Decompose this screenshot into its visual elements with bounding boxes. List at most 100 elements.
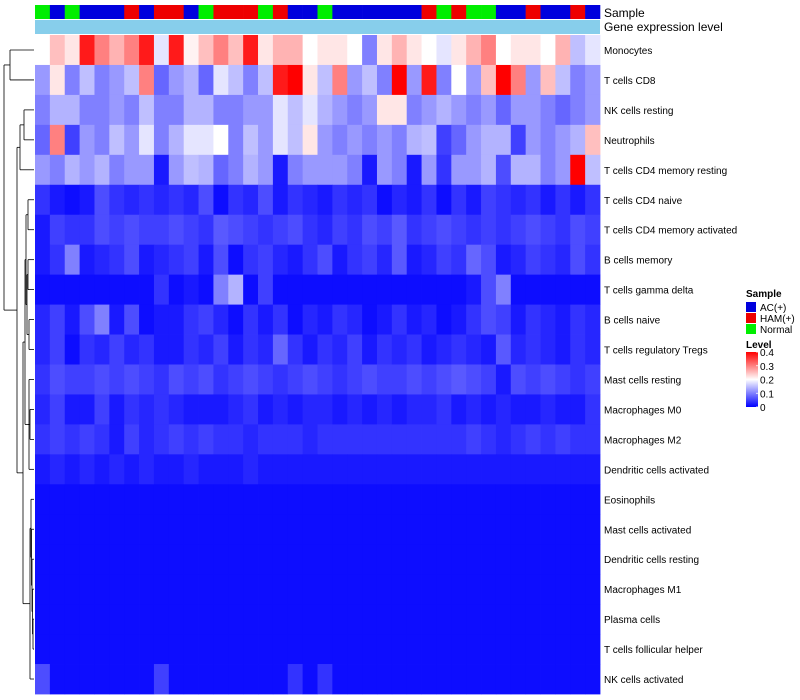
heatmap-cell [124,574,140,605]
heatmap-cell [510,274,527,305]
heatmap-cell [510,364,527,395]
heatmap-cell [139,664,155,695]
heatmap-cell [362,94,378,126]
sample-cell [35,5,51,19]
heatmap-cell [124,484,140,515]
heatmap-cell [35,634,51,665]
heatmap-cell [317,274,333,305]
heatmap-cell [168,244,185,276]
heatmap-cell [272,484,289,515]
heatmap-cell [228,454,244,485]
heatmap-cell [228,394,244,425]
heatmap-cell [332,214,348,246]
heatmap-cell [466,634,482,665]
heatmap-cell [451,424,467,455]
heatmap-cell [481,274,497,305]
heatmap-cell [406,244,422,276]
heatmap-cell [436,334,452,365]
heatmap-cell [153,394,170,425]
heatmap-cell [421,514,437,545]
heatmap-cell [183,634,199,665]
heatmap-cell [525,214,541,246]
heatmap-cell [198,214,214,246]
heatmap-cell [94,94,110,126]
heatmap-cell [525,664,541,695]
heatmap-cell [451,664,467,695]
heatmap-cell [525,484,541,515]
heatmap-cell [139,544,155,575]
heatmap-cell [347,544,363,575]
heatmap-cell [109,64,125,96]
heatmap-cell [198,304,214,335]
heatmap-cell [228,35,244,66]
heatmap-cell [109,274,125,305]
heatmap-cell [391,484,408,515]
heatmap-cell [139,634,155,665]
heatmap-cell [376,35,393,66]
heatmap-cell [347,244,363,276]
heatmap-cell [585,124,601,156]
heatmap-cell [198,484,214,515]
heatmap-cell [317,484,333,515]
heatmap-cell [555,184,571,216]
heatmap-cell [317,394,333,425]
heatmap-cell [495,154,512,186]
row-label: Dendritic cells resting [604,555,699,566]
heatmap-cell [466,334,482,365]
heatmap-cell [94,364,110,395]
heatmap-cell [555,364,571,395]
heatmap-cell [94,214,110,246]
heatmap-cell [347,394,363,425]
heatmap-cell [272,604,289,635]
heatmap-cell [79,154,95,186]
heatmap-cell [109,544,125,575]
heatmap-cell [287,154,304,186]
heatmap-cell [451,514,467,545]
heatmap-cell [198,64,214,96]
heatmap-cell [79,514,95,545]
heatmap-cell [362,334,378,365]
heatmap-cell [153,154,170,186]
heatmap-cell [213,364,229,395]
heatmap-cell [302,664,318,695]
heatmap-cell [153,244,170,276]
heatmap-cell [391,424,408,455]
heatmap-cell [585,454,601,485]
heatmap-cell [198,244,214,276]
heatmap-cell [183,304,199,335]
heatmap-cell [570,214,586,246]
heatmap-cell [555,334,571,365]
heatmap-cell [332,634,348,665]
heatmap-cell [228,574,244,605]
heatmap-cell [347,454,363,485]
heatmap-cell [376,424,393,455]
heatmap-cell [570,394,586,425]
heatmap-cell [198,334,214,365]
heatmap-cell [109,244,125,276]
heatmap-cell [302,64,318,96]
heatmap-cell [347,214,363,246]
heatmap-cell [64,574,81,605]
heatmap-cell [243,544,259,575]
heatmap-cell [213,304,229,335]
heatmap-cell [421,394,437,425]
heatmap-cell [287,454,304,485]
heatmap-cell [332,574,348,605]
heatmap-cell [317,364,333,395]
heatmap-cell [287,394,304,425]
heatmap-cell [510,454,527,485]
heatmap-cell [139,424,155,455]
heatmap-cell [555,544,571,575]
heatmap-cell [317,244,333,276]
heatmap-cell [317,574,333,605]
heatmap-cell [64,484,81,515]
heatmap-cell [376,64,393,96]
heatmap-cell [525,394,541,425]
heatmap-cell [421,184,437,216]
heatmap-cell [153,35,170,66]
heatmap-cells [35,35,601,695]
sample-cell [451,5,467,19]
heatmap-cell [183,454,199,485]
heatmap-cell [555,154,571,186]
heatmap-cell [109,604,125,635]
